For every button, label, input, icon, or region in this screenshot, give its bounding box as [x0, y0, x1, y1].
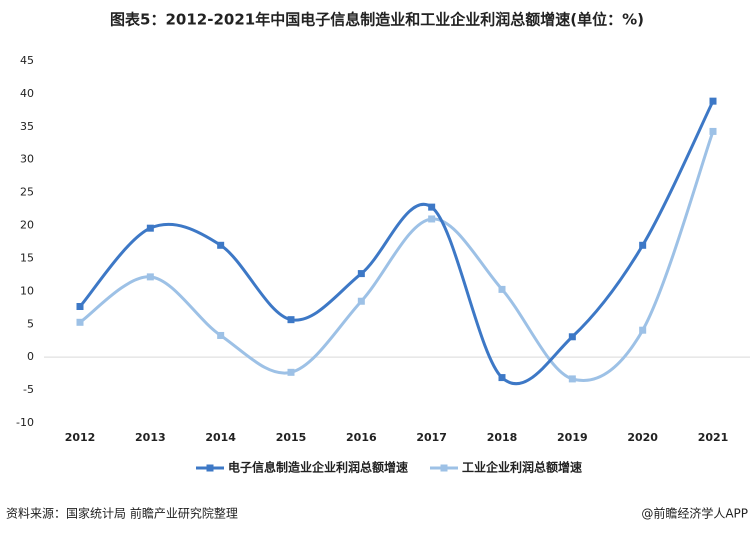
point-marker: [709, 127, 717, 135]
credit: @前瞻经济学人APP: [641, 506, 748, 521]
point-marker: [287, 316, 295, 324]
point-marker: [217, 241, 225, 249]
point-marker: [428, 215, 436, 223]
y-tick-label: 35: [20, 120, 34, 133]
y-tick-label: 25: [20, 186, 34, 199]
y-tick-label: 45: [20, 54, 34, 67]
x-tick-label: 2018: [487, 431, 518, 444]
point-marker: [217, 331, 225, 339]
x-tick-label: 2020: [627, 431, 658, 444]
x-tick-label: 2017: [416, 431, 447, 444]
series-line: [78, 100, 715, 386]
point-marker: [357, 297, 365, 305]
legend-label: 工业企业利润总额增速: [462, 460, 582, 475]
y-tick-label: -10: [16, 416, 34, 429]
y-tick-label: 5: [27, 317, 34, 330]
point-marker: [639, 326, 647, 334]
y-tick-label: 40: [20, 87, 34, 100]
point-marker: [568, 375, 576, 383]
point-marker: [498, 374, 506, 382]
point-marker: [76, 318, 84, 326]
y-tick-label: 20: [20, 219, 34, 232]
y-tick-label: 10: [20, 284, 34, 297]
legend-label: 电子信息制造业企业利润总额增速: [228, 460, 408, 475]
point-marker: [146, 273, 154, 281]
point-marker: [709, 97, 717, 105]
y-tick-label: 0: [27, 350, 34, 363]
point-marker: [357, 270, 365, 278]
x-tick-label: 2019: [557, 431, 588, 444]
point-marker: [146, 224, 154, 232]
x-tick-label: 2013: [135, 431, 166, 444]
legend-marker: [206, 464, 214, 472]
x-tick-label: 2015: [276, 431, 307, 444]
x-tick-label: 2016: [346, 431, 377, 444]
x-tick-label: 2021: [698, 431, 729, 444]
x-tick-label: 2014: [205, 431, 236, 444]
chart-title: 图表5：2012-2021年中国电子信息制造业和工业企业利润总额增速(单位：%): [110, 11, 644, 29]
series-line: [79, 130, 715, 382]
point-marker: [428, 203, 436, 211]
point-marker: [287, 368, 295, 376]
point-marker: [639, 241, 647, 249]
y-tick-label: 15: [20, 251, 34, 264]
x-tick-label: 2012: [65, 431, 96, 444]
point-marker: [498, 285, 506, 293]
source: 资料来源：国家统计局 前瞻产业研究院整理: [6, 506, 238, 521]
y-tick-label: 30: [20, 153, 34, 166]
point-marker: [568, 333, 576, 341]
point-marker: [76, 303, 84, 311]
y-tick-label: -5: [23, 383, 34, 396]
legend-marker: [440, 464, 448, 472]
